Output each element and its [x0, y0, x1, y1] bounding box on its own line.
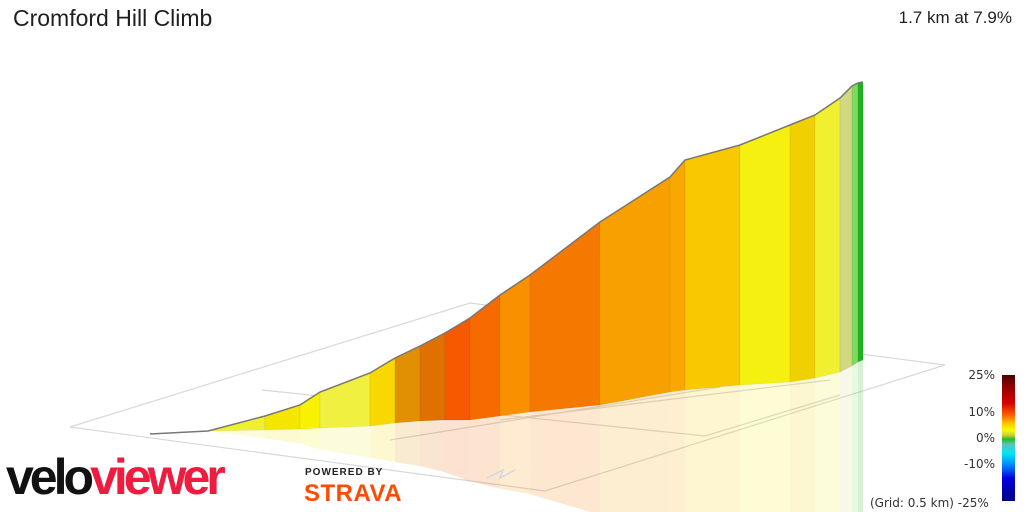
north-arrow-icon	[486, 468, 516, 480]
profile-segment	[684, 144, 741, 391]
veloviewer-logo[interactable]: veloviewer	[6, 449, 226, 505]
legend-label-neg25: -25%	[957, 496, 989, 510]
reflection-segment	[208, 430, 265, 439]
reflection-segment	[670, 390, 685, 512]
profile-segment	[299, 391, 321, 430]
reflection-segment	[740, 382, 790, 512]
profile-segment	[599, 176, 671, 406]
profile-segment	[839, 85, 853, 373]
reflection-segment	[395, 421, 420, 466]
profile-segment	[264, 404, 301, 431]
reflection-segment	[858, 360, 863, 512]
profile-reflection	[150, 360, 863, 512]
page-title: Cromford Hill Climb	[13, 5, 213, 31]
profile-segment	[529, 221, 601, 413]
profile-segment	[669, 159, 686, 393]
profile-segment	[789, 114, 816, 383]
reflection-segment	[685, 385, 740, 512]
legend-label-0: 0%	[975, 431, 995, 445]
profile-segment	[369, 357, 396, 427]
profile-segment	[319, 372, 371, 429]
reflection-segment	[815, 372, 840, 512]
reflection-segment	[265, 429, 300, 444]
reflection-segment	[790, 378, 815, 512]
profile-segment	[394, 345, 421, 424]
profile-segment	[499, 274, 531, 417]
gradient-colorbar	[1002, 375, 1015, 501]
profile-segment	[739, 124, 791, 386]
climb-summary: 1.7 km at 7.9%	[898, 8, 1012, 27]
grid-note-text: (Grid: 0.5 km)	[870, 496, 954, 510]
legend-label-25: 25%	[968, 368, 995, 382]
profile-outline	[149, 81, 864, 435]
reflection-segment	[840, 366, 852, 512]
powered-by-label: POWERED BY	[305, 467, 384, 478]
profile-segment	[857, 81, 864, 363]
reflection-segment	[300, 428, 320, 450]
reflection-segment	[852, 362, 858, 512]
reflection-segment	[530, 405, 600, 512]
profile-segments	[149, 81, 864, 435]
profile-segment	[814, 97, 841, 379]
reflection-segment	[445, 420, 470, 482]
reflection-segment	[500, 412, 530, 495]
strava-logo[interactable]: STRAVA	[304, 480, 403, 507]
reflection-segment	[420, 420, 445, 473]
reflection-segment	[370, 423, 395, 462]
reflection-segment	[600, 392, 670, 512]
profile-segment	[419, 332, 446, 422]
reflection-segment	[320, 426, 370, 458]
profile-segment	[851, 82, 859, 367]
logo-velo: velo	[6, 449, 94, 505]
legend-label-neg10: -10%	[963, 457, 995, 471]
legend-label-10: 10%	[968, 405, 995, 419]
profile-segment	[444, 317, 471, 421]
logo-viewer: viewer	[90, 449, 226, 505]
grid-scale-note: (Grid: 0.5 km) -25%	[870, 496, 989, 510]
reflection-segment	[470, 416, 500, 489]
